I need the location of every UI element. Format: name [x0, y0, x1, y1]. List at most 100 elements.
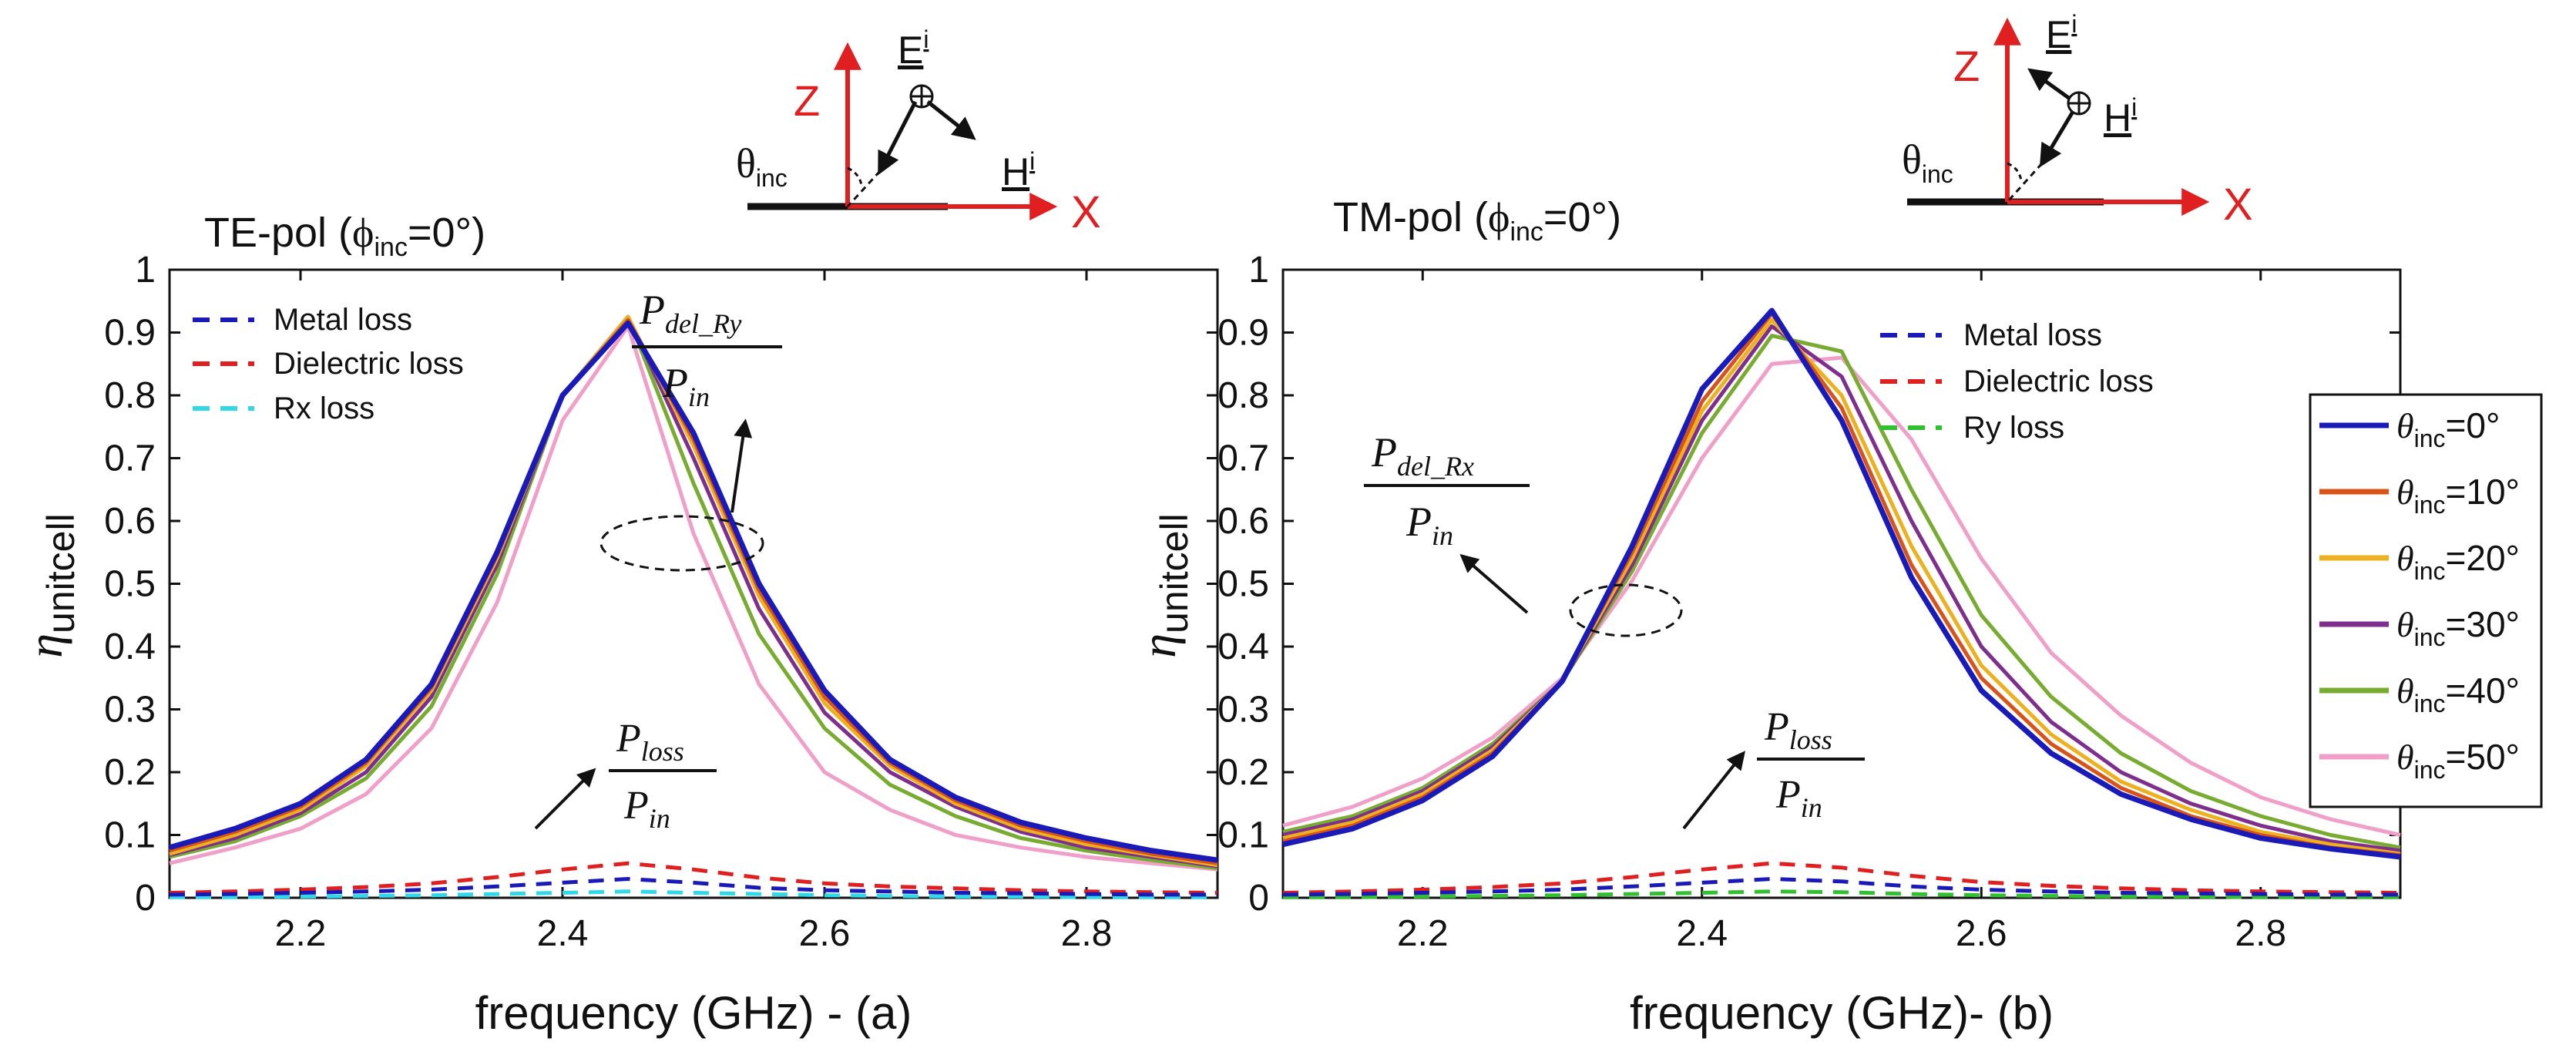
- panel-a-ytick-label: 1: [135, 250, 156, 291]
- panel-a-ytick-label: 0.6: [104, 501, 156, 542]
- panel-b-x-label: X: [2223, 180, 2253, 230]
- panel-a-ytick-label: 0.2: [104, 752, 156, 793]
- panel-b-xtick-label: 2.2: [1397, 913, 1449, 954]
- panel-b-incidence-sketch: Z X Ei Hi θinc: [1902, 10, 2253, 230]
- legend-entry-label: θinc=50°: [2396, 737, 2520, 784]
- panel-a-xlabel: frequency (GHz) - (a): [475, 987, 912, 1039]
- panel-a-loss-line: [169, 876, 1217, 897]
- panel-b-ytick-label: 0.3: [1217, 690, 1269, 731]
- panel-b-annot-main-ellipse: [1569, 583, 1683, 637]
- panel-b-series-lines: [1282, 307, 2401, 860]
- panel-a-ytick-label: 0.8: [104, 375, 156, 416]
- panel-a-annot-loss-arrow: [534, 768, 596, 830]
- panel-b-ytick-label: 0.4: [1217, 627, 1269, 667]
- panel-b-loss-lines: [1282, 861, 2401, 899]
- panel-a-theta-arc: [847, 166, 863, 186]
- panel-a-loss-line: [169, 861, 1218, 895]
- panel-b-ytick-label: 0: [1248, 878, 1269, 919]
- legend-entry-label: θinc=0°: [2396, 405, 2500, 452]
- panel-a-k-vector: [878, 100, 918, 176]
- panel-a-ytick-label: 0.7: [104, 438, 156, 479]
- panel-b-annotation-main: Pdel_Rx Pin: [1364, 429, 1683, 637]
- panel-a-loss-legend: Metal loss Dielectric loss Rx loss: [193, 303, 464, 425]
- panel-a-ytick-label: 0.1: [104, 815, 156, 856]
- panel-b: TM-pol (ϕinc=0°) Z X Ei Hi θinc 0 0.1 0.2 0…: [1131, 10, 2402, 1039]
- panel-a-ylabel: ηunitcell: [18, 513, 82, 657]
- panel-b-ytick-label: 0.8: [1217, 375, 1269, 416]
- panel-b-loss-line: [1283, 889, 2400, 899]
- panel-a-theta-label: θinc: [736, 140, 788, 192]
- panel-b-z-label: Z: [1953, 42, 1980, 90]
- panel-b-ytick-label: 0.1: [1217, 815, 1269, 856]
- panel-b-xtick-label: 2.6: [1956, 913, 2007, 954]
- panel-b-legend-metal: Metal loss: [1963, 318, 2102, 352]
- panel-a-ytick-label: 0.5: [104, 564, 156, 605]
- panel-b-series-line: [1282, 307, 2401, 860]
- panel-b-k-vector: [2039, 110, 2075, 168]
- panel-a-h-label: Hi: [1002, 147, 1035, 193]
- panel-b-theta-label: θinc: [1902, 136, 1953, 188]
- panel-b-annot-loss-arrow: [1682, 751, 1745, 830]
- panel-b-xlabel: frequency (GHz)- (b): [1630, 987, 2054, 1039]
- panel-b-loss-legend: Metal loss Dielectric loss Ry loss: [1880, 318, 2154, 445]
- panel-a-series-lines: [169, 314, 1218, 872]
- panel-b-series-line: [1282, 334, 2401, 850]
- panel-a: TE-pol (ϕinc=0°) Z X Ei Hi θinc 00.10.20…: [18, 25, 1219, 1039]
- panel-a-series-line: [169, 314, 1218, 868]
- panel-a-annotation-loss: Ploss Pin: [534, 717, 717, 834]
- panel-b-ytick-label: 1: [1248, 250, 1269, 291]
- panel-b-annot-loss-numerator: Ploss: [1764, 705, 1832, 755]
- panel-b-h-label: Hi: [2104, 93, 2137, 139]
- panel-a-annot-main-denominator: Pin: [662, 360, 710, 412]
- incidence-angle-legend: θinc=0° θinc=10° θinc=20° θinc=30° θinc=40° θ…: [2309, 393, 2543, 808]
- panel-b-series-line: [1282, 324, 2401, 853]
- panel-a-loss-line: [170, 889, 1217, 899]
- panel-a-annot-main-numerator: Pdel_Ry: [639, 287, 741, 339]
- panel-a-series-line: [169, 314, 1218, 871]
- panel-b-x-ticks: 2.2 2.4 2.6 2.8: [1397, 270, 2286, 954]
- incidence-angle-legend-entries: θinc=0° θinc=10° θinc=20° θinc=30° θinc=40° θ…: [2319, 405, 2520, 784]
- panel-a-x-label: X: [1071, 187, 1101, 237]
- panel-a-k-dashed: [846, 170, 882, 208]
- panel-b-loss-line: [1282, 861, 2401, 895]
- panel-a-series-line: [169, 314, 1218, 869]
- panel-a-legend-dielectric: Dielectric loss: [274, 347, 464, 381]
- panel-b-xtick-label: 2.4: [1676, 913, 1728, 954]
- panel-b-e-vector: [2027, 68, 2071, 101]
- panel-a-xtick-label: 2.2: [275, 913, 327, 954]
- panel-b-ytick-label: 0.6: [1217, 501, 1269, 542]
- panel-b-ytick-label: 0.9: [1217, 313, 1269, 354]
- panel-b-legend-dielectric: Dielectric loss: [1963, 365, 2154, 398]
- panel-a-y-ticks: 0 0.1 0.2 0.3 0.4 0.5 0.6 0.7 0.8 0.9 1: [104, 250, 1217, 919]
- legend-entry-label: θinc=20°: [2396, 538, 2520, 585]
- panel-b-ytick-label: 0.5: [1217, 564, 1269, 605]
- panel-a-ytick-label: 0.4: [104, 627, 156, 667]
- panel-b-legend-ry: Ry loss: [1963, 411, 2064, 445]
- panel-a-ytick-label: 0: [135, 878, 156, 919]
- panel-a-pol-title: TE-pol (ϕinc=0°): [204, 210, 485, 262]
- panel-b-loss-line: [1282, 876, 2400, 897]
- panel-b-annot-main-denominator: Pin: [1406, 499, 1453, 551]
- panel-a-annot-main-ellipse: [599, 515, 764, 572]
- incidence-angle-legend-box: [2309, 393, 2543, 808]
- panel-b-annot-loss-denominator: Pin: [1775, 773, 1822, 823]
- panel-b-series-line: [1282, 355, 2401, 837]
- legend-entry-label: θinc=10°: [2396, 472, 2520, 519]
- panel-b-series-line: [1282, 318, 2401, 856]
- panel-b-ytick-label: 0.7: [1217, 438, 1269, 479]
- panel-a-legend-metal: Metal loss: [274, 303, 412, 337]
- panel-b-ytick-label: 0.2: [1217, 752, 1269, 793]
- panel-a-e-label: Ei: [898, 25, 929, 72]
- panel-b-plot-area: [1281, 268, 2402, 899]
- panel-b-pol-title: TM-pol (ϕinc=0°): [1333, 194, 1621, 247]
- panel-b-ylabel: ηunitcell: [1131, 513, 1196, 657]
- panel-a-annot-main-arrow: [730, 418, 753, 513]
- panel-b-annot-main-numerator: Pdel_Rx: [1371, 429, 1474, 482]
- panel-b-k-dashed: [2006, 162, 2044, 203]
- panel-b-annotation-loss: Ploss Pin: [1682, 705, 1865, 830]
- panel-a-xtick-label: 2.8: [1061, 913, 1113, 954]
- panel-a-legend-rx: Rx loss: [274, 391, 374, 425]
- panel-b-theta-arc: [2007, 162, 2023, 181]
- legend-entry-label: θinc=40°: [2396, 670, 2520, 717]
